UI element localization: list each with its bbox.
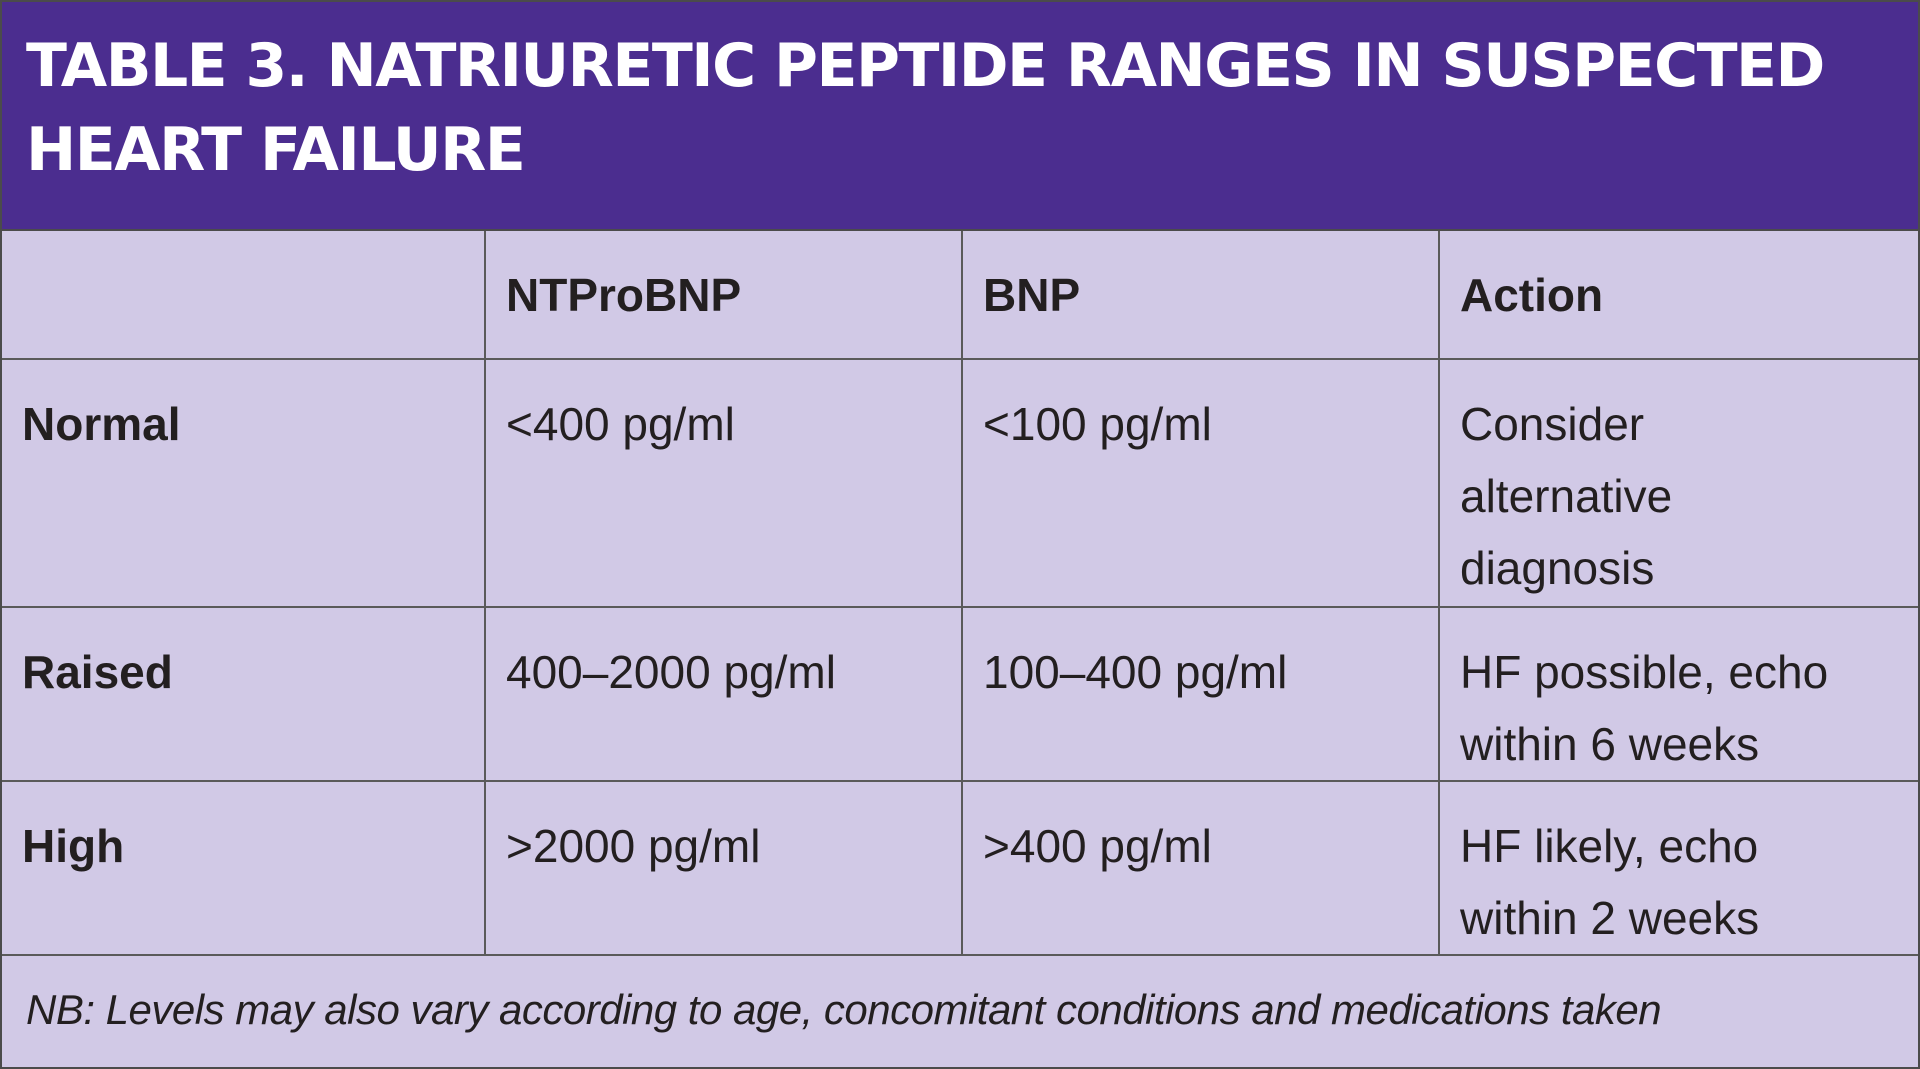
- cell-high-ntprobnp: >2000 pg/ml: [484, 780, 963, 956]
- cell-normal-bnp: <100 pg/ml: [961, 358, 1440, 608]
- action-line: Consider: [1460, 398, 1645, 450]
- header-bnp: BNP: [961, 231, 1440, 360]
- action-line: HF possible, echo: [1460, 646, 1829, 698]
- action-line: alternative: [1460, 470, 1673, 522]
- table-footnote-row: NB: Levels may also vary according to ag…: [2, 954, 1918, 1061]
- header-action: Action: [1438, 231, 1918, 360]
- table-title-line-2: HEART FAILURE: [26, 115, 526, 185]
- header-ntprobnp: NTProBNP: [484, 231, 963, 360]
- peptide-ranges-table: NTProBNP BNP Action Normal <400 pg/ml <1…: [2, 231, 1918, 1061]
- table-footnote: NB: Levels may also vary according to ag…: [2, 954, 1918, 1061]
- table-row-high: High >2000 pg/ml >400 pg/ml HF likely, e…: [2, 780, 1918, 956]
- row-label-high: High: [2, 780, 486, 956]
- row-label-normal: Normal: [2, 358, 486, 608]
- table-title-line-1: TABLE 3. NATRIURETIC PEPTIDE RANGES IN S…: [26, 31, 1825, 101]
- action-line: within 6 weeks: [1460, 718, 1760, 770]
- title-bar: TABLE 3. NATRIURETIC PEPTIDE RANGES IN S…: [2, 2, 1918, 231]
- action-line: HF likely, echo: [1460, 820, 1759, 872]
- cell-raised-action: HF possible, echo within 6 weeks: [1438, 606, 1918, 782]
- action-line: within 2 weeks: [1460, 892, 1760, 944]
- cell-normal-action: Consider alternative diagnosis: [1438, 358, 1918, 608]
- table-header-row: NTProBNP BNP Action: [2, 231, 1918, 360]
- row-label-raised: Raised: [2, 606, 486, 782]
- cell-high-bnp: >400 pg/ml: [961, 780, 1440, 956]
- cell-raised-bnp: 100–400 pg/ml: [961, 606, 1440, 782]
- cell-raised-ntprobnp: 400–2000 pg/ml: [484, 606, 963, 782]
- table-row-raised: Raised 400–2000 pg/ml 100–400 pg/ml HF p…: [2, 606, 1918, 782]
- table-row-normal: Normal <400 pg/ml <100 pg/ml Consider al…: [2, 358, 1918, 608]
- header-blank-cell: [2, 231, 486, 360]
- action-line: diagnosis: [1460, 542, 1655, 594]
- cell-normal-ntprobnp: <400 pg/ml: [484, 358, 963, 608]
- cell-high-action: HF likely, echo within 2 weeks: [1438, 780, 1918, 956]
